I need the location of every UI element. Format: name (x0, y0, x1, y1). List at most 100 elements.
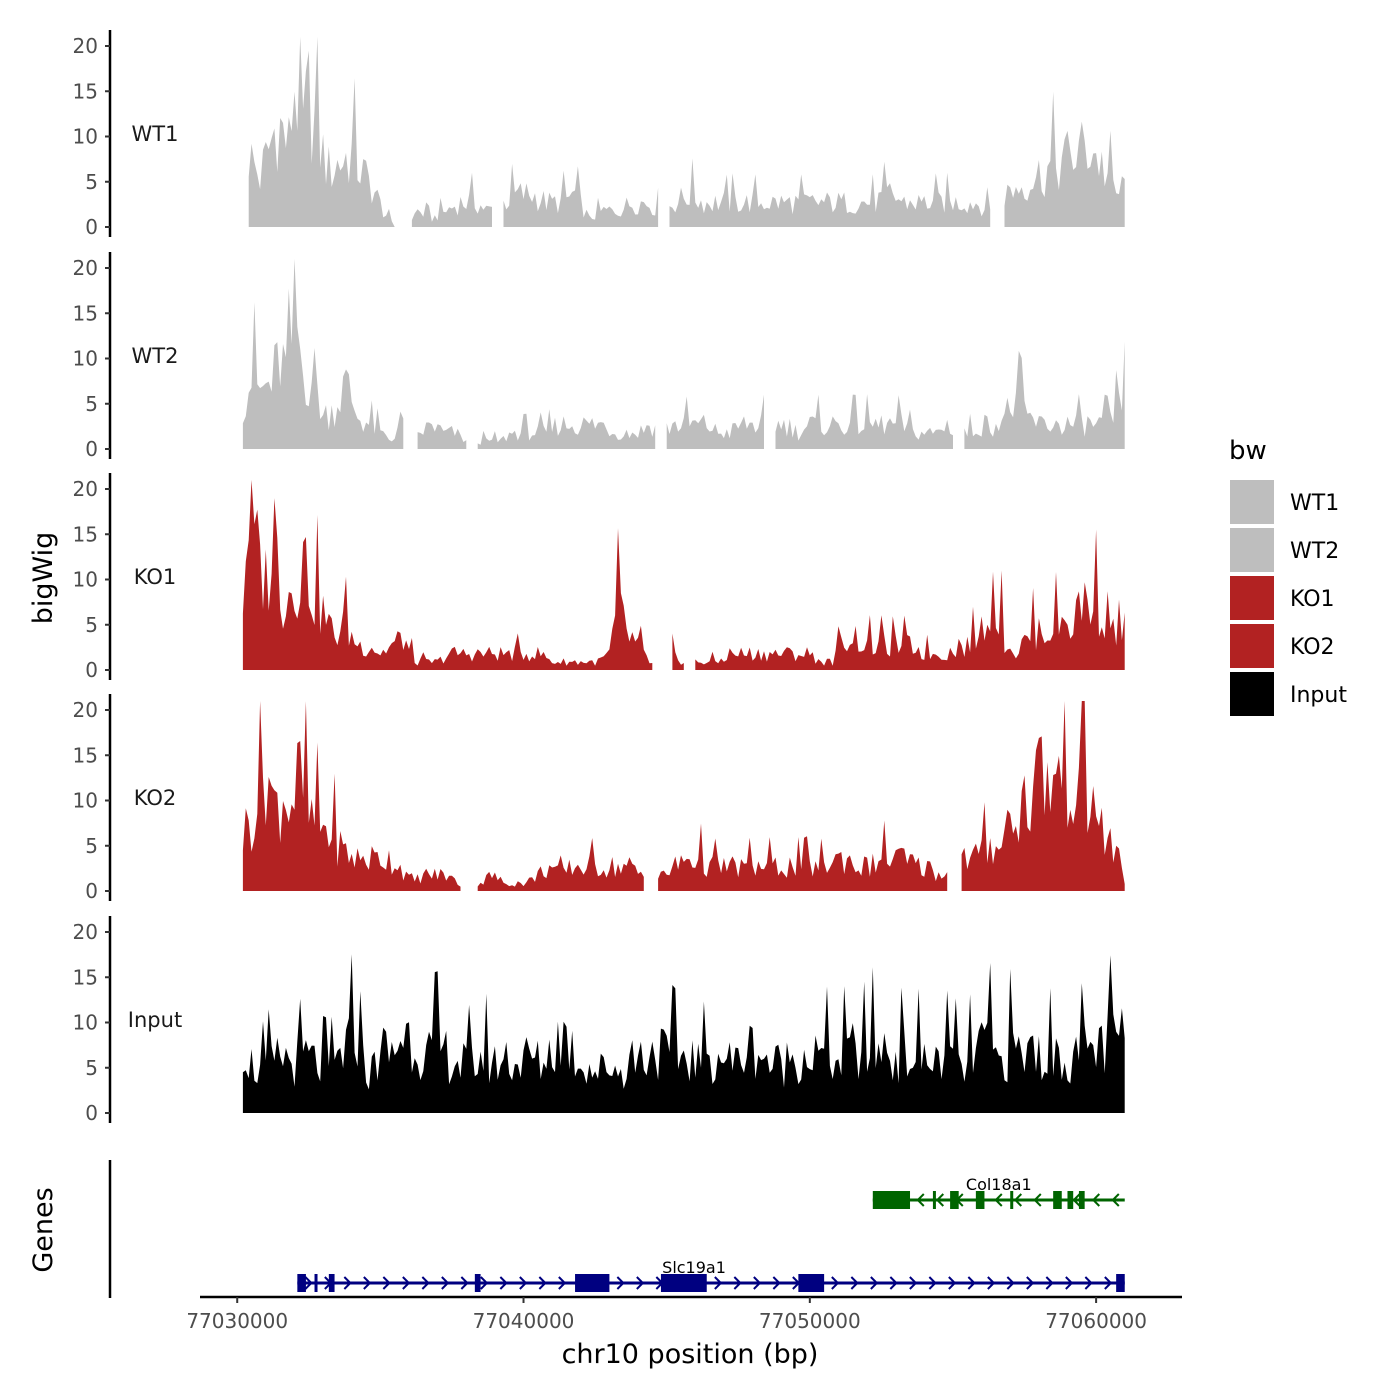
legend-label-wt1: WT1 (1290, 491, 1339, 516)
exon (932, 1191, 936, 1209)
y-tick-label: 20 (73, 698, 98, 722)
legend-swatch-wt2 (1230, 528, 1274, 572)
strand-arrow (909, 1276, 918, 1290)
strand-arrow (1006, 1276, 1015, 1290)
strand-arrow (460, 1276, 469, 1290)
x-tick-label: 77050000 (759, 1309, 861, 1333)
strand-arrow (916, 1193, 925, 1207)
legend-swatch-input (1230, 672, 1274, 716)
y-tick-label: 20 (73, 920, 98, 944)
strand-arrow (343, 1276, 352, 1290)
legend-label-wt2: WT2 (1290, 539, 1339, 564)
exon (575, 1274, 610, 1292)
track-ko1: 0 5 10 15 20 KO1 (73, 473, 1125, 682)
y-tick-label: 5 (85, 1056, 98, 1080)
x-tick-label: 77060000 (1045, 1309, 1147, 1333)
strand-arrow (987, 1276, 996, 1290)
y-tick-label: 15 (73, 965, 98, 989)
gene-slc19a1: Slc19a1 (297, 1258, 1125, 1292)
y-tick-label: 10 (73, 789, 98, 813)
track-wt1: 0 5 10 15 20 WT1 (73, 30, 1125, 239)
y-tick-label: 15 (73, 743, 98, 767)
y-tick-label: 0 (85, 1101, 98, 1125)
gene-col18a1: Col18a1 (872, 1175, 1125, 1209)
exon (1053, 1191, 1062, 1209)
exon (1067, 1191, 1074, 1209)
coverage-area (242, 479, 653, 670)
strand-arrow (1084, 1276, 1093, 1290)
coverage-area (669, 158, 991, 227)
strand-arrow (363, 1276, 372, 1290)
strand-arrow (1045, 1276, 1054, 1290)
gene-annotation-track: Col18a1 Slc19a1 (108, 1160, 1125, 1298)
track-label: WT2 (132, 344, 179, 368)
exon (950, 1191, 959, 1209)
y-tick-label: 10 (73, 125, 98, 149)
exon (1010, 1191, 1014, 1209)
coverage-area (775, 394, 953, 449)
coverage-area (242, 258, 404, 449)
genes-axis-title: Genes (28, 1187, 59, 1272)
legend-swatch-ko2 (1230, 624, 1274, 668)
exon (297, 1274, 306, 1292)
track-label: WT1 (132, 122, 179, 146)
coverage-area (411, 172, 492, 227)
legend-label-ko2: KO2 (1290, 635, 1335, 660)
exon (660, 1274, 707, 1292)
legend-label-input: Input (1290, 683, 1347, 708)
strand-arrow (402, 1276, 411, 1290)
y-tick-label: 15 (73, 301, 98, 325)
strand-arrow (831, 1276, 840, 1290)
coverage-area (503, 163, 659, 227)
coverage-area (964, 341, 1125, 449)
y-tick-label: 15 (73, 79, 98, 103)
coverage-area (417, 422, 467, 449)
exon (314, 1274, 318, 1292)
y-tick-label: 20 (73, 477, 98, 501)
strand-arrow (1111, 1193, 1120, 1207)
track-input: 0 5 10 15 20 Input (73, 916, 1125, 1125)
strand-arrow (772, 1276, 781, 1290)
x-tick-label: 77040000 (473, 1309, 575, 1333)
strand-arrow (733, 1276, 742, 1290)
track-wt2: 0 5 10 15 20 WT2 (73, 252, 1125, 461)
strand-arrow (441, 1276, 450, 1290)
strand-arrow (928, 1276, 937, 1290)
strand-arrow (519, 1276, 528, 1290)
strand-arrow (994, 1193, 1003, 1207)
exon (474, 1274, 481, 1292)
strand-arrow (480, 1276, 489, 1290)
x-tick-label: 77030000 (186, 1309, 288, 1333)
y-tick-label: 0 (85, 658, 98, 682)
y-tick-label: 20 (73, 256, 98, 280)
strand-arrow (558, 1276, 567, 1290)
track-label: KO2 (134, 786, 177, 810)
strand-arrow (304, 1276, 313, 1290)
y-tick-label: 0 (85, 879, 98, 903)
strand-arrow (753, 1276, 762, 1290)
y-tick-label: 10 (73, 1011, 98, 1035)
gene-label: Slc19a1 (662, 1258, 726, 1277)
track-ko2: 0 5 10 15 20 KO2 (73, 694, 1125, 903)
strand-arrow (850, 1276, 859, 1290)
strand-arrow (1013, 1193, 1023, 1207)
coverage-area (477, 409, 656, 449)
coverage-area (666, 394, 764, 449)
exon (1116, 1274, 1125, 1292)
strand-arrow (1104, 1276, 1113, 1290)
coverage-tracks: 0 5 10 15 20 WT1 0 5 10 15 20 WT2 0 5 10 15 20 KO1 0 5 10 15 2… (73, 30, 1125, 1125)
strand-arrow (1072, 1193, 1081, 1207)
coverage-area (1004, 91, 1125, 227)
y-tick-label: 5 (85, 392, 98, 416)
coverage-area (658, 820, 948, 891)
legend-swatch-wt1 (1230, 480, 1274, 524)
legend: bw WT1 WT2 KO1 KO2 Input (1229, 436, 1347, 716)
track-label: Input (128, 1008, 182, 1032)
strand-arrow (421, 1276, 430, 1290)
x-axis-title: chr10 position (bp) (562, 1339, 819, 1370)
exon (1078, 1191, 1085, 1209)
strand-arrow (636, 1276, 645, 1290)
strand-arrow (889, 1276, 898, 1290)
exon (872, 1191, 911, 1209)
y-tick-label: 15 (73, 522, 98, 546)
